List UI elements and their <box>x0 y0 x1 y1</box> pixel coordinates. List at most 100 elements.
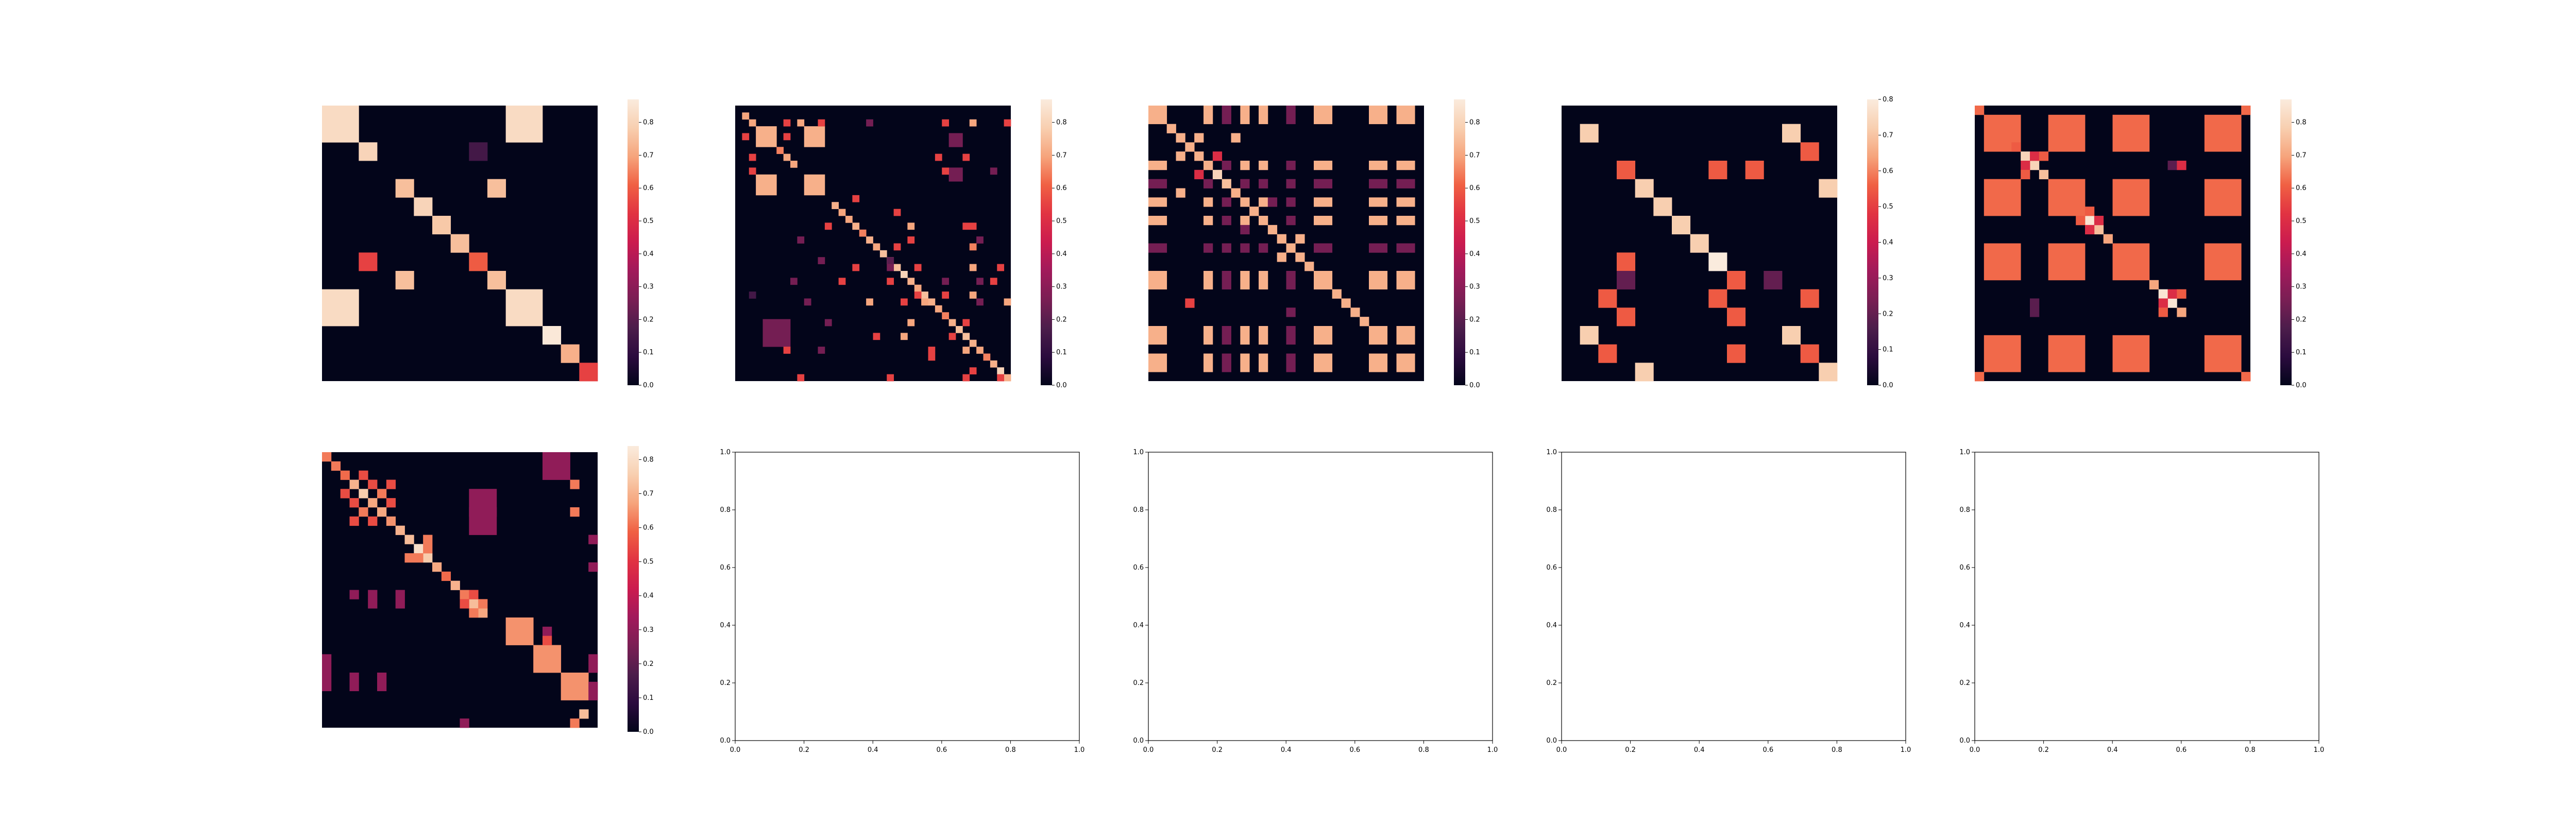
heatmap-cell <box>460 599 469 609</box>
heatmap-cell <box>1240 326 1250 336</box>
heatmap-cell <box>2048 243 2086 281</box>
heatmap-cell <box>962 153 970 161</box>
heatmap-cell <box>1259 280 1268 290</box>
heatmap-cell <box>776 147 784 154</box>
heatmap-cell <box>1148 353 1167 372</box>
heatmap-cell <box>756 174 777 196</box>
x-tick-label: 0.6 <box>1349 746 1360 754</box>
colorbar-tick-label: 0.7 <box>643 151 654 159</box>
y-tick-label: 1.0 <box>1133 449 1144 456</box>
heatmap-cell <box>349 673 359 682</box>
heatmap-cell <box>742 133 750 141</box>
heatmap-cell <box>742 112 750 120</box>
heatmap-cell <box>1204 216 1213 226</box>
colorbar <box>2280 99 2292 385</box>
heatmap-cell <box>1635 179 1654 198</box>
heatmap-cell <box>1617 161 1636 180</box>
heatmap-cell <box>1396 179 1406 188</box>
heatmap-cell <box>1259 335 1268 345</box>
heatmap-cell <box>1222 243 1231 253</box>
y-tick-label: 0.6 <box>1959 564 1970 572</box>
heatmap-cell <box>1148 161 1158 170</box>
heatmap-cell <box>1286 307 1296 317</box>
heatmap-cell <box>1231 188 1241 198</box>
heatmap-cell <box>901 298 908 306</box>
heatmap-cell <box>322 289 359 327</box>
heatmap-cell <box>1286 271 1296 281</box>
heatmap-cell <box>1004 374 1011 382</box>
heatmap-cell <box>450 580 460 590</box>
subplot-6: 0.0 0.1 0.2 0.3 0.4 0.5 0.6 0.7 0.8 <box>322 446 654 736</box>
heatmap-cell <box>1222 197 1231 207</box>
heatmap-cell <box>1204 335 1213 345</box>
x-tick-label: 0.8 <box>2245 746 2256 754</box>
colorbar-tick-label: 0.1 <box>1056 349 1067 356</box>
heatmap-cell <box>2030 151 2040 161</box>
y-tick-label: 0.2 <box>1133 679 1144 687</box>
subplot-1: 0.0 0.1 0.2 0.3 0.4 0.5 0.6 0.7 0.8 <box>322 99 654 389</box>
heatmap-cell <box>1396 271 1415 290</box>
heatmap-cell <box>1617 307 1636 327</box>
heatmap-cell <box>322 673 332 682</box>
x-tick-label: 1.0 <box>1487 746 1498 754</box>
heatmap-cell <box>1286 197 1296 207</box>
x-tick-label: 1.0 <box>2314 746 2325 754</box>
heatmap-cell <box>1249 207 1259 216</box>
heatmap-cell <box>377 673 387 682</box>
colorbar-tick-label: 0.8 <box>643 456 654 464</box>
heatmap-cell <box>1764 271 1783 290</box>
heatmap-cell <box>588 535 598 544</box>
heatmap-cell <box>1222 335 1231 345</box>
heatmap-cell <box>749 119 756 127</box>
heatmap-cell <box>1378 161 1388 170</box>
heatmap-cell <box>1396 243 1406 253</box>
y-tick-label: 0.4 <box>1133 622 1144 629</box>
heatmap-cell <box>395 590 405 599</box>
heatmap-cell <box>432 562 442 572</box>
heatmap-cell <box>942 312 950 320</box>
heatmap-cell <box>749 291 756 299</box>
y-tick-label: 0.0 <box>1133 737 1144 745</box>
heatmap-cell <box>1222 216 1231 226</box>
heatmap-cell <box>423 535 433 544</box>
heatmap-cell <box>887 264 894 271</box>
heatmap-cell <box>1259 106 1268 115</box>
heatmap-cell <box>1148 216 1158 226</box>
heatmap-cell <box>893 264 901 271</box>
colorbar-tick-label: 0.7 <box>643 490 654 498</box>
x-tick-label: 0.6 <box>936 746 947 754</box>
heatmap-cell <box>1240 335 1250 345</box>
heatmap-cell <box>1580 124 1599 143</box>
heatmap-cell <box>1295 234 1305 244</box>
heatmap-cell <box>1004 119 1011 127</box>
y-tick-label: 0.6 <box>1546 564 1557 572</box>
heatmap-cell <box>377 681 387 692</box>
heatmap-cell <box>1323 216 1333 226</box>
heatmap-cell <box>948 133 963 147</box>
y-tick-label: 0.2 <box>1959 679 1970 687</box>
heatmap-cell <box>1204 353 1213 363</box>
colorbar-tick-label: 0.6 <box>1469 184 1480 192</box>
heatmap-cell <box>1240 106 1250 115</box>
heatmap-cell <box>1222 161 1231 170</box>
colorbar-tick-label: 0.7 <box>1883 131 1893 139</box>
x-tick-label: 0.2 <box>2038 746 2049 754</box>
colorbar-tick-label: 0.0 <box>1469 382 1480 389</box>
colorbar-tick-label: 0.8 <box>2296 119 2307 127</box>
heatmap-cell <box>2103 234 2113 244</box>
colorbar-tick-label: 0.6 <box>643 184 654 192</box>
colorbar-tick-label: 0.4 <box>1883 239 1893 247</box>
heatmap-cell <box>1157 197 1167 207</box>
heatmap-cell <box>1204 106 1213 115</box>
colorbar <box>1454 99 1465 385</box>
colorbar-tick-label: 0.4 <box>1469 250 1480 258</box>
axes-frame <box>1974 452 2319 741</box>
heatmap-cell <box>1314 271 1333 290</box>
y-tick-label: 0.0 <box>720 737 731 745</box>
heatmap-cell <box>1396 197 1406 207</box>
heatmap-cell <box>1240 353 1250 363</box>
heatmap-cell <box>2158 307 2168 317</box>
heatmap-cell <box>322 452 332 462</box>
heatmap-cell <box>487 271 506 290</box>
heatmap-cell <box>1259 216 1268 226</box>
